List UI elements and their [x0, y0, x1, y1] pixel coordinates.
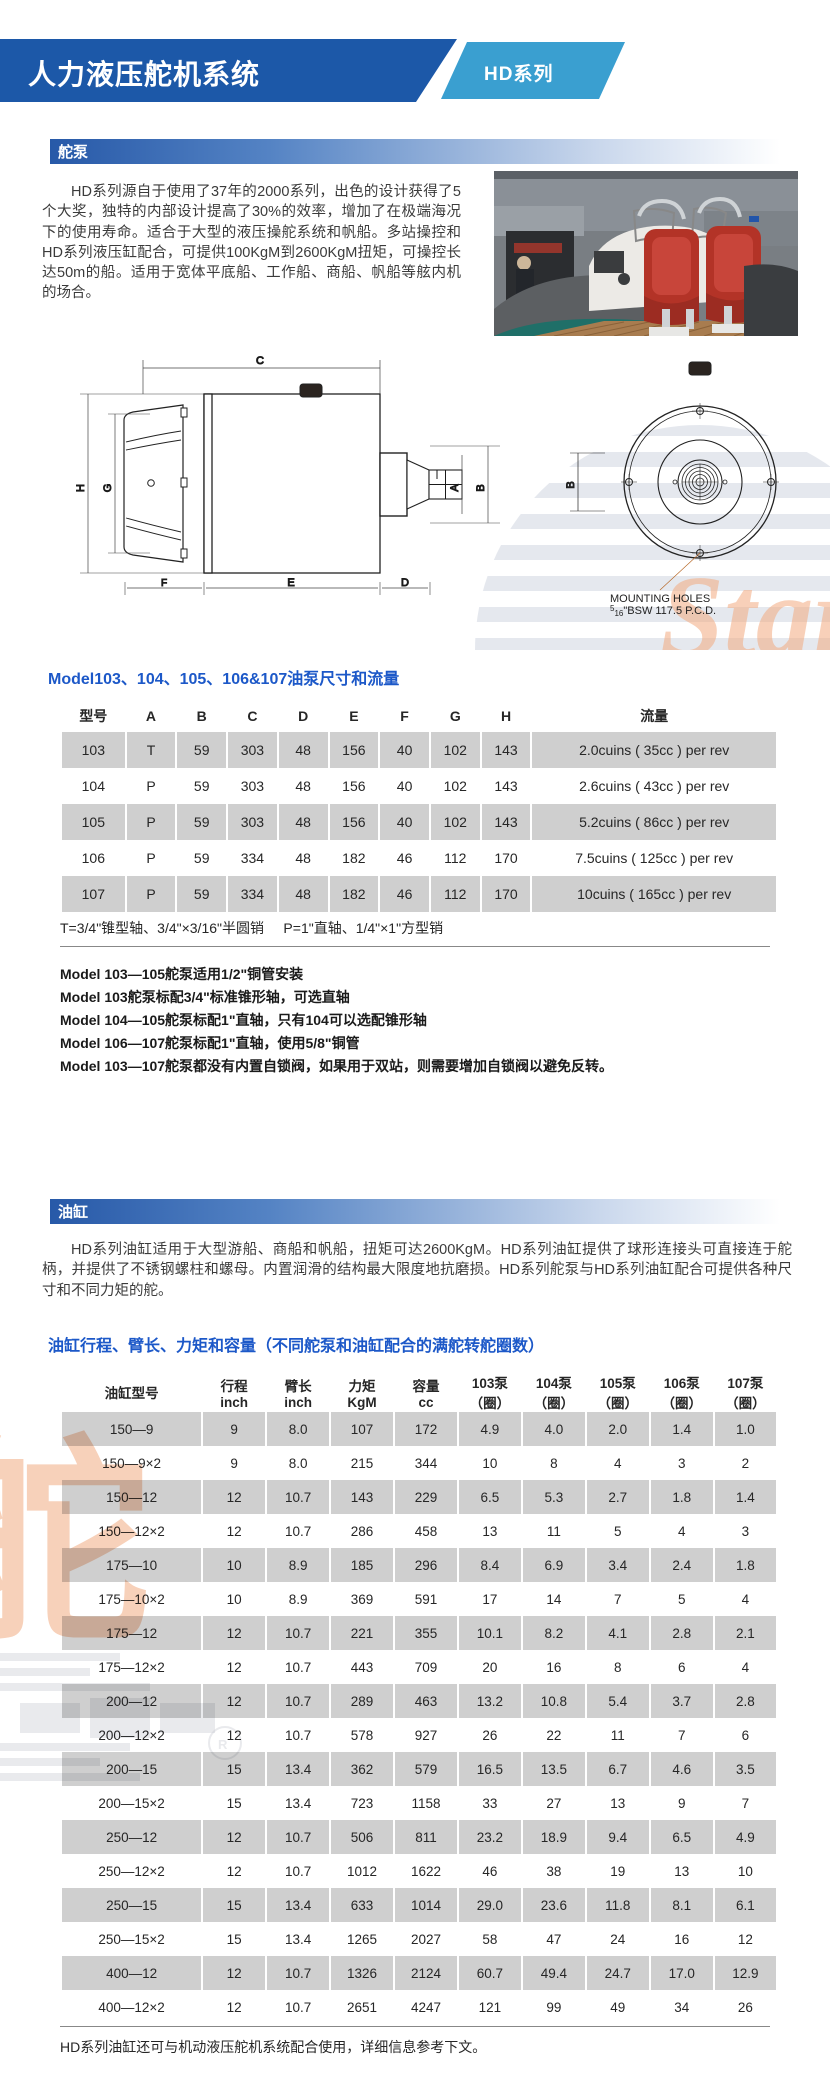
- svg-text:H: H: [75, 484, 87, 492]
- svg-text:E: E: [287, 577, 294, 589]
- svg-text:D: D: [401, 577, 409, 589]
- svg-text:G: G: [102, 484, 114, 493]
- svg-text:B: B: [565, 481, 577, 488]
- svg-text:A: A: [449, 484, 461, 492]
- svg-text:516"BSW 117.5 P.C.D.: 516"BSW 117.5 P.C.D.: [610, 604, 716, 618]
- svg-text:B: B: [475, 484, 487, 491]
- svg-text:F: F: [161, 578, 167, 589]
- svg-text:C: C: [256, 355, 264, 367]
- svg-text:MOUNTING HOLES: MOUNTING HOLES: [610, 593, 710, 605]
